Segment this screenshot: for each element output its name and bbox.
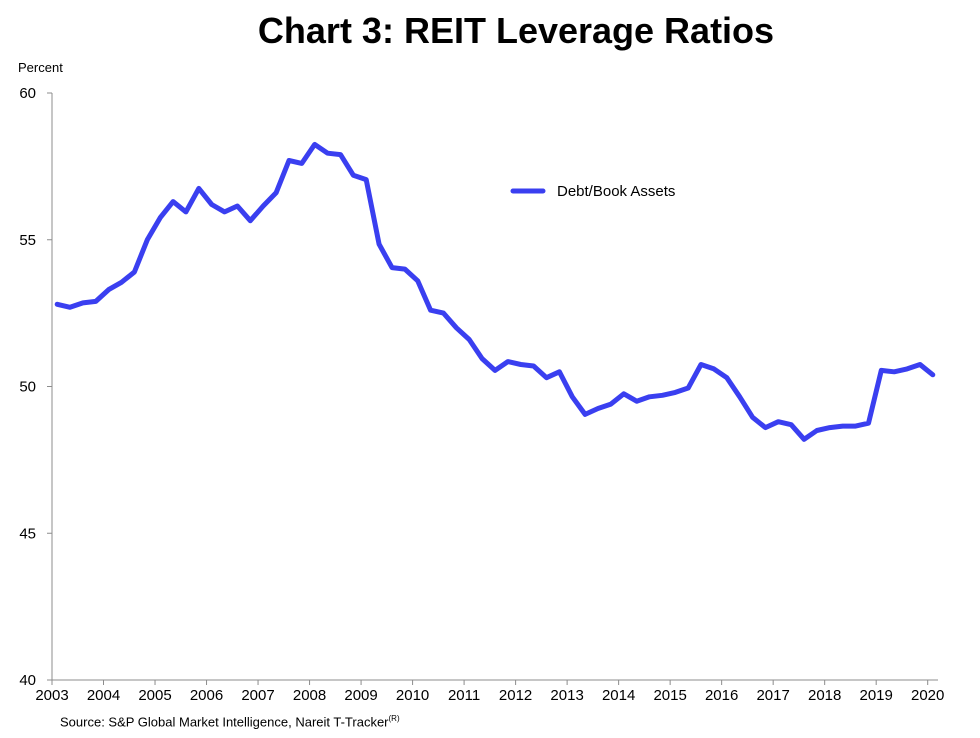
y-axis-label: Percent bbox=[18, 60, 63, 75]
y-tick-label: 55 bbox=[19, 232, 36, 249]
chart-title: Chart 3: REIT Leverage Ratios bbox=[257, 10, 775, 51]
x-tick-label: 2012 bbox=[499, 687, 532, 704]
x-tick-label: 2007 bbox=[241, 687, 274, 704]
x-tick-label: 2008 bbox=[293, 687, 326, 704]
legend: Debt/Book Assets bbox=[510, 183, 675, 200]
x-tick-label: 2006 bbox=[190, 687, 223, 704]
y-axis-ticks: 40 45 50 55 60 bbox=[19, 85, 52, 689]
series-layer bbox=[54, 141, 936, 442]
source-text: Source: S&P Global Market Intelligence, … bbox=[60, 714, 389, 730]
x-tick-label: 2018 bbox=[808, 687, 841, 704]
y-tick-label: 60 bbox=[19, 85, 36, 102]
source-superscript: (R) bbox=[388, 714, 400, 723]
x-tick-label: 2011 bbox=[448, 687, 480, 704]
series-line-0 bbox=[54, 141, 936, 442]
x-tick-label: 2015 bbox=[653, 687, 686, 704]
x-tick-label: 2020 bbox=[911, 687, 944, 704]
x-tick-label: 2009 bbox=[344, 687, 377, 704]
x-tick-label: 2016 bbox=[705, 687, 738, 704]
x-tick-label: 2004 bbox=[87, 687, 120, 704]
y-tick-label: 40 bbox=[19, 672, 36, 689]
axes bbox=[51, 93, 938, 681]
x-tick-label: 2019 bbox=[859, 687, 892, 704]
x-tick-label: 2010 bbox=[396, 687, 429, 704]
x-tick-label: 2013 bbox=[550, 687, 583, 704]
x-axis-ticks: 2003 2004 2005 2006 2007 2008 2009 2010 2011 2012… bbox=[35, 680, 944, 704]
y-tick-label: 50 bbox=[19, 379, 36, 396]
x-tick-label: 2003 bbox=[35, 687, 68, 704]
x-tick-label: 2014 bbox=[602, 687, 635, 704]
x-tick-label: 2017 bbox=[756, 687, 789, 704]
y-tick-label: 45 bbox=[19, 525, 36, 542]
x-tick-label: 2005 bbox=[138, 687, 171, 704]
legend-label: Debt/Book Assets bbox=[557, 183, 675, 200]
source-note: Source: S&P Global Market Intelligence, … bbox=[60, 714, 400, 729]
